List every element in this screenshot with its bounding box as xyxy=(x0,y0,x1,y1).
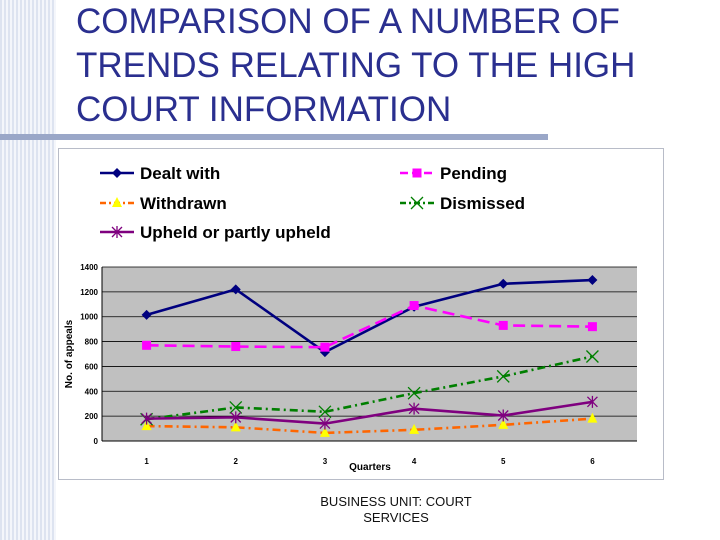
series-1 xyxy=(142,301,597,352)
legend-entry: Pending xyxy=(400,164,507,183)
data-point xyxy=(409,301,419,311)
y-tick-label: 1200 xyxy=(80,288,98,297)
data-point xyxy=(586,395,598,408)
data-point xyxy=(587,412,598,423)
y-tick-label: 1000 xyxy=(80,313,98,322)
data-point xyxy=(141,309,152,320)
x-tick-label: 3 xyxy=(323,457,328,466)
legend-label: Dealt with xyxy=(140,164,220,183)
y-axis-ticks: 0 200 400 600 800 1000 1200 1400 xyxy=(80,263,98,446)
x-axis-label: Quarters xyxy=(349,462,391,473)
data-point xyxy=(498,320,508,330)
x-tick-label: 1 xyxy=(144,457,149,466)
data-point xyxy=(318,405,332,419)
x-tick-label: 2 xyxy=(234,457,239,466)
decorative-side-stripe xyxy=(0,0,56,540)
legend-marker xyxy=(111,226,123,238)
x-tick-label: 4 xyxy=(412,457,417,466)
series-4 xyxy=(141,395,598,430)
series-line xyxy=(146,304,593,349)
series-line xyxy=(146,400,593,425)
chart-legend: Dealt with Pending Withdrawn Dismissed Uphel… xyxy=(100,164,525,242)
series-group xyxy=(140,275,599,437)
x-axis-ticks: 1 2 3 4 5 6 xyxy=(144,457,595,466)
data-point xyxy=(498,278,509,289)
legend-marker xyxy=(412,168,422,178)
data-point xyxy=(585,350,599,363)
legend-entry: Upheld or partly upheld xyxy=(100,223,331,242)
slide-title: COMPARISON OF A NUMBER OF TRENDS RELATIN… xyxy=(76,2,636,129)
series-line xyxy=(146,278,593,354)
plot-area xyxy=(102,267,637,441)
data-point xyxy=(230,421,241,432)
series-line xyxy=(146,355,593,421)
legend-marker xyxy=(410,196,424,210)
title-underline xyxy=(0,134,548,140)
data-point xyxy=(141,412,153,425)
data-point xyxy=(142,340,152,350)
data-point xyxy=(320,342,330,352)
gridlines xyxy=(101,266,637,442)
legend-label: Upheld or partly upheld xyxy=(140,223,331,242)
data-point xyxy=(230,284,241,295)
data-point xyxy=(409,423,420,434)
data-point xyxy=(587,275,598,286)
legend-label: Dismissed xyxy=(440,194,525,213)
x-tick-label: 6 xyxy=(590,457,595,466)
legend-entry: Dismissed xyxy=(400,194,525,213)
y-tick-label: 800 xyxy=(85,338,99,347)
x-tick-label: 5 xyxy=(501,457,506,466)
data-point xyxy=(498,418,509,429)
data-point xyxy=(319,417,331,430)
y-tick-label: 0 xyxy=(94,437,99,446)
data-point xyxy=(497,409,509,422)
data-point xyxy=(229,400,243,414)
data-point xyxy=(141,420,152,431)
legend-entry: Withdrawn xyxy=(100,194,227,213)
legend-entry: Dealt with xyxy=(100,164,220,183)
legend-marker xyxy=(112,168,122,178)
data-point xyxy=(231,342,241,352)
footer-text: BUSINESS UNIT: COURT SERVICES xyxy=(320,494,472,525)
legend-label: Pending xyxy=(440,164,507,183)
data-point xyxy=(230,411,242,424)
series-2 xyxy=(141,412,598,437)
legend-marker xyxy=(112,197,122,207)
data-point xyxy=(408,402,420,415)
data-point xyxy=(496,369,510,383)
data-point xyxy=(587,322,597,332)
series-line xyxy=(146,417,593,435)
y-tick-label: 200 xyxy=(85,412,99,421)
y-tick-label: 1400 xyxy=(80,263,98,272)
y-tick-label: 600 xyxy=(85,362,99,371)
data-point xyxy=(407,386,421,400)
legend-label: Withdrawn xyxy=(140,194,227,213)
data-point xyxy=(319,426,330,437)
y-tick-label: 400 xyxy=(85,387,99,396)
y-axis-label: No. of appeals xyxy=(64,319,75,388)
